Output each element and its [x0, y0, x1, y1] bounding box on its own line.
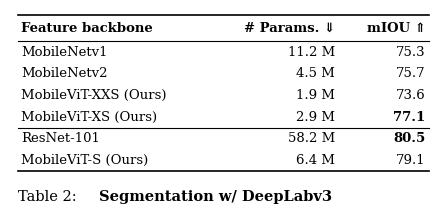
Text: MobileViT-S (Ours): MobileViT-S (Ours): [21, 154, 148, 167]
Text: mIOU ⇑: mIOU ⇑: [367, 22, 426, 35]
Text: Table 2:: Table 2:: [18, 190, 81, 204]
Text: MobileViT-XXS (Ours): MobileViT-XXS (Ours): [21, 89, 166, 102]
Text: 80.5: 80.5: [393, 132, 426, 145]
Text: 4.5 M: 4.5 M: [296, 67, 335, 80]
Text: Segmentation w/ DeepLabv3: Segmentation w/ DeepLabv3: [99, 190, 332, 204]
Text: 58.2 M: 58.2 M: [288, 132, 335, 145]
Text: 11.2 M: 11.2 M: [288, 46, 335, 59]
Text: MobileNetv1: MobileNetv1: [21, 46, 107, 59]
Text: 1.9 M: 1.9 M: [296, 89, 335, 102]
Text: 75.7: 75.7: [396, 67, 426, 80]
Text: 77.1: 77.1: [393, 111, 426, 124]
Text: Feature backbone: Feature backbone: [21, 22, 153, 35]
Text: ResNet-101: ResNet-101: [21, 132, 100, 145]
Text: 75.3: 75.3: [396, 46, 426, 59]
Text: 79.1: 79.1: [396, 154, 426, 167]
Text: 73.6: 73.6: [396, 89, 426, 102]
Text: MobileNetv2: MobileNetv2: [21, 67, 107, 80]
Text: # Params. ⇓: # Params. ⇓: [244, 22, 335, 35]
Text: 2.9 M: 2.9 M: [296, 111, 335, 124]
Text: MobileViT-XS (Ours): MobileViT-XS (Ours): [21, 111, 157, 124]
Text: 6.4 M: 6.4 M: [296, 154, 335, 167]
